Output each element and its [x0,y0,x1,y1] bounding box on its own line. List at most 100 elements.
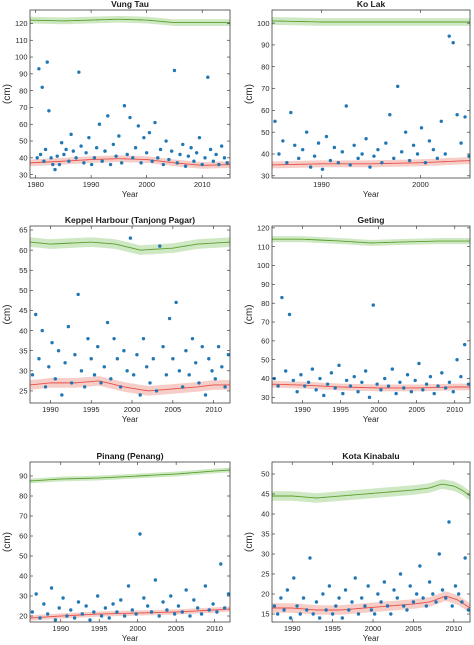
data-point [325,382,330,386]
data-point [411,600,416,604]
x-tick-label: 2010 [445,624,462,633]
data-point [131,373,136,377]
data-point [103,149,107,153]
data-point [122,104,127,108]
data-point [455,357,459,362]
data-point [447,34,451,38]
data-point [293,143,297,147]
x-tick-label: 1990 [294,405,311,414]
data-point [344,378,349,383]
data-point [280,295,284,300]
data-point [443,152,447,156]
y-tick-label: 110 [258,242,270,251]
data-point [285,161,289,165]
data-point [225,161,229,165]
data-point [360,596,364,600]
data-point [97,122,102,126]
data-point [161,162,166,167]
data-point [279,596,283,600]
lower-trend-line [30,380,230,392]
data-point [273,119,277,123]
upper-trend-line [272,20,470,23]
data-point [80,612,85,616]
data-point [287,312,292,317]
data-point [128,115,132,120]
data-point [356,612,361,616]
axes-frame [29,9,231,179]
data-point [180,610,185,614]
data-point [65,614,69,618]
data-point [197,381,201,385]
data-point [64,147,68,152]
data-point [219,562,223,566]
y-tick-label: 50 [19,552,27,561]
data-point [379,600,383,604]
data-point [74,156,78,160]
data-point [42,602,46,606]
data-point [49,156,53,160]
data-point [423,161,428,165]
panel-1: 1980 1990 2000 2010 30 40 50 60 70 80 90 100 110 120 V… [2,0,231,199]
data-point [38,152,43,157]
y-tick-label: 40 [261,150,269,159]
data-point [88,618,92,622]
data-point [171,357,175,361]
y-tick-label: 70 [19,512,27,521]
data-point [194,361,198,365]
data-point [450,604,454,608]
y-tick-label: 80 [19,492,27,501]
data-point [352,143,356,147]
data-point [167,157,171,162]
x-tick-label: 2010 [205,405,222,414]
x-tick-label: 1990 [284,624,301,633]
data-point [69,132,73,137]
data-point [363,369,368,373]
upper-trend-band [272,236,470,246]
data-point [135,353,139,357]
y-tick-label: 60 [261,337,269,346]
data-point [148,381,152,385]
x-tick-label: 1990 [52,624,69,633]
lower-trend-band [272,380,470,392]
data-point [183,164,188,168]
data-point [42,159,46,163]
data-point [175,161,179,165]
upper-trend-line [30,18,230,24]
y-tick-label: 40 [19,154,27,163]
data-point [405,608,409,612]
data-point [310,367,315,371]
data-point [158,147,163,152]
data-point [119,161,124,165]
plot-area [272,226,470,403]
data-point [295,390,299,394]
lower-trend-band [272,591,470,615]
data-point [181,142,185,147]
data-point [51,162,55,167]
data-point [136,124,141,128]
data-point [447,520,451,524]
data-point [190,336,195,341]
data-point [308,556,312,560]
data-point [219,144,224,148]
data-point [144,151,149,155]
y-tick-label: 120 [15,19,28,28]
data-point [291,378,296,383]
data-point [312,154,317,158]
data-point [277,152,281,156]
data-point [208,147,213,152]
data-point [436,384,440,388]
plot-content [30,236,230,397]
y-tick-label: 60 [19,532,27,541]
data-point [284,369,288,373]
y-tick-label: 50 [19,137,27,146]
data-point [336,161,341,165]
chart-title: Vung Tau [111,0,149,9]
data-point [57,606,61,610]
data-point [50,340,54,345]
y-tick-label: 40 [261,374,269,383]
data-point [322,393,326,398]
data-point [314,388,318,392]
data-point [154,389,159,393]
lower-trend-line [30,608,230,619]
data-point [105,320,110,325]
